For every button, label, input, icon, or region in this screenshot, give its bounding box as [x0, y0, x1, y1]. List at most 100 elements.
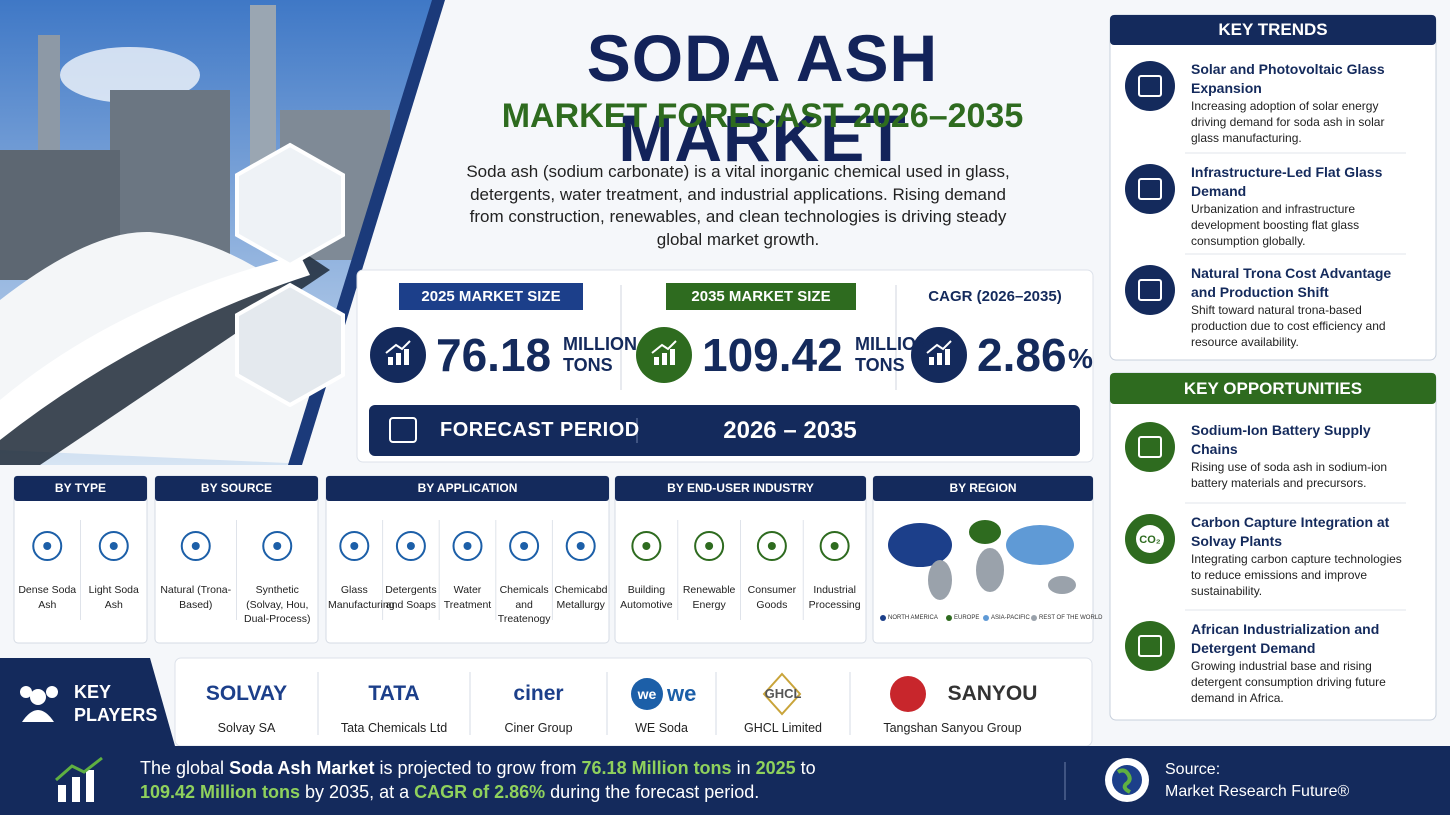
icon-bar	[670, 349, 675, 365]
item-text: Growing industrial base and rising deter…	[1191, 659, 1386, 705]
item-icon-inner	[1136, 525, 1164, 553]
legend-label: EUROPE	[954, 615, 980, 621]
legend-swatch	[946, 615, 952, 621]
segment-item: Building Automotive	[620, 584, 673, 611]
logo: we	[667, 681, 697, 706]
segment-item: Synthetic (Solvay, Hou, Dual-Process)	[243, 584, 311, 625]
icon-bar	[937, 353, 942, 365]
metric-value: 76.18	[436, 329, 552, 381]
description: Soda ash (sodium carbonate) is a vital i…	[466, 162, 1010, 249]
metric-unit: %	[1068, 343, 1093, 374]
segment-item: Glass Manufacturing	[328, 584, 395, 611]
map-region	[1048, 576, 1076, 594]
conveyor-load	[0, 255, 310, 440]
segment-icon	[565, 531, 596, 561]
panel-title: KEY OPPORTUNITIES	[1183, 379, 1363, 398]
segment-item: Dense Soda Ash	[18, 584, 77, 611]
item-icon-glyph	[1138, 279, 1162, 301]
segment-icon	[452, 531, 483, 561]
item-text: Urbanization and infrastructure developm…	[1191, 202, 1360, 248]
summary-part: in	[731, 758, 756, 778]
hero-image	[0, 0, 445, 465]
item-icon	[1125, 514, 1175, 564]
item-title: Natural Trona Cost Advantage and Product…	[1191, 265, 1392, 300]
metric-icon	[636, 327, 692, 383]
summary: The global Soda Ash Market is projected …	[140, 757, 860, 804]
item-icon-glyph	[1138, 635, 1162, 657]
summary-part: during the forecast period.	[545, 781, 760, 802]
icon-bar	[72, 777, 80, 802]
segment-title: BY REGION	[949, 481, 1017, 495]
icon-bar	[662, 353, 667, 365]
segment-icon	[694, 531, 725, 561]
segment-icon	[819, 531, 850, 561]
segment-icon-dot	[830, 542, 839, 550]
player-name: WE Soda	[635, 721, 688, 735]
item-title: Solar and Photovoltaic Glass Expansion	[1191, 61, 1385, 96]
item-icon-glyph	[1138, 436, 1162, 458]
player-name: Tangshan Sanyou Group	[883, 721, 1022, 735]
segment-item: Detergents and Soaps	[385, 584, 437, 611]
item-icon	[1125, 265, 1175, 315]
legend-label: REST OF THE WORLD	[1039, 615, 1103, 621]
conveyor	[0, 250, 330, 465]
item-title: Infrastructure-Led Flat Glass Demand	[1191, 164, 1383, 199]
people-icon	[22, 710, 54, 722]
segment-icon-dot	[767, 542, 776, 550]
segment-icon-dot	[43, 542, 52, 550]
logo: ciner	[513, 682, 564, 705]
metric-value: 2.86	[977, 329, 1067, 381]
segment-icon-dot	[576, 542, 585, 550]
map-region	[928, 560, 952, 600]
segment-icon	[98, 531, 129, 561]
segment-icon-dot	[520, 542, 529, 550]
segment-icon-dot	[463, 542, 472, 550]
powder-hexagon	[235, 282, 345, 408]
player-name: GHCL Limited	[743, 721, 823, 735]
segment-icon-dot	[642, 542, 651, 550]
segment-item: Chemicals and Treatenogy	[497, 584, 551, 625]
item-text: Rising use of soda ash in sodium-ion bat…	[1191, 460, 1388, 490]
globe-icon	[1105, 758, 1149, 802]
icon-line	[55, 756, 103, 782]
summary-part: is projected to grow from	[374, 758, 582, 778]
player-name: Ciner Group	[504, 721, 573, 735]
segment-icon-dot	[705, 542, 714, 550]
segment-panel	[13, 475, 148, 644]
segment-item: Renewable Energy	[682, 584, 736, 611]
legend-swatch	[1031, 615, 1037, 621]
segment-icon-dot	[191, 542, 200, 550]
item-title: African Industrialization and Detergent …	[1191, 621, 1380, 656]
summary-part: 2025	[755, 758, 796, 778]
segment-icon	[180, 531, 211, 561]
people-icon	[30, 689, 46, 705]
people-icon	[20, 686, 32, 698]
source-value: Market Research Future®	[1165, 783, 1350, 800]
summary-part: The global	[140, 758, 230, 778]
segment-icon-dot	[406, 542, 415, 550]
segment-icon	[32, 531, 63, 561]
globe-icon	[1112, 765, 1142, 795]
logo: SANYOU	[947, 682, 1038, 705]
segment-title: BY APPLICATION	[417, 481, 518, 495]
segment-title: BY END-USER INDUSTRY	[667, 481, 814, 495]
summary-part: Soda Ash Market	[229, 758, 375, 778]
metric-unit: MILLION TONS	[563, 334, 637, 375]
segment-icon	[262, 531, 293, 561]
item-text: Increasing adoption of solar energy driv…	[1191, 99, 1385, 145]
segment-icon	[509, 531, 540, 561]
legend-label: NORTH AMERICA	[888, 615, 938, 621]
segment-icon	[756, 531, 787, 561]
item-title: Sodium-Ion Battery Supply Chains	[1191, 422, 1371, 457]
map-region	[969, 520, 1001, 544]
item-text: Shift toward natural trona-based product…	[1191, 303, 1386, 349]
map-region	[976, 548, 1004, 592]
map-region	[888, 523, 952, 567]
metric-label: CAGR (2026–2035)	[928, 288, 1062, 305]
segment-icon	[395, 531, 426, 561]
cloud	[60, 47, 200, 103]
legend-label: ASIA-PACIFIC	[991, 615, 1030, 621]
item-icon	[1125, 422, 1175, 472]
segment-item: Chemicabd Metallurgy	[554, 584, 608, 611]
